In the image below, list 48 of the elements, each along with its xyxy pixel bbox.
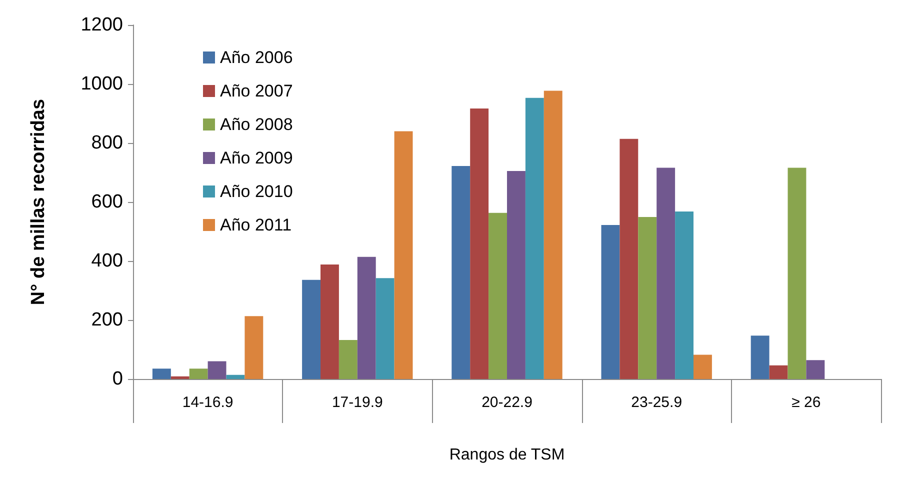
x-tick-label: 17-19.9: [332, 394, 383, 411]
bar: [470, 108, 489, 379]
x-tick-label: ≥ 26: [792, 394, 821, 411]
bar: [806, 360, 825, 379]
legend-label: Año 2010: [220, 182, 293, 201]
bar: [208, 361, 226, 379]
bar: [302, 280, 320, 379]
y-tick-label: 800: [91, 132, 123, 154]
y-tick-label: 600: [91, 192, 123, 212]
y-tick-label: 400: [91, 250, 123, 272]
bar: [769, 365, 788, 379]
bar: [226, 374, 245, 379]
legend-label: Año 2009: [220, 148, 293, 168]
legend-label: Año 2008: [220, 115, 293, 134]
bar: [488, 212, 507, 379]
y-tick-label: 1000: [80, 74, 123, 94]
bar: [189, 368, 208, 379]
bar: [694, 354, 712, 379]
x-tick-label: 14-16.9: [182, 394, 234, 411]
bar: [788, 168, 806, 379]
bar: [601, 225, 620, 379]
bar: [452, 166, 470, 379]
bar: [656, 168, 676, 379]
x-axis-title: Rangos de TSM: [449, 446, 565, 464]
x-tick-label: 20-22.9: [482, 394, 532, 411]
bar: [525, 98, 544, 379]
bar: [620, 138, 638, 379]
bar: [152, 368, 171, 379]
legend-label: Año 2007: [220, 82, 293, 100]
bar: [244, 316, 264, 379]
bar: [170, 376, 190, 379]
bar: [394, 131, 413, 379]
bar: [507, 171, 526, 379]
bar: [357, 256, 376, 379]
bar: [750, 336, 770, 379]
y-tick-label: 200: [91, 310, 123, 330]
bar: [544, 90, 562, 379]
legend-label: Año 2011: [220, 216, 292, 234]
bar: [638, 217, 657, 379]
x-tick-label: 23-25.9: [631, 394, 682, 411]
bar: [675, 211, 694, 379]
y-tick-label: 1200: [80, 14, 123, 36]
bar: [376, 278, 394, 379]
bar: [320, 264, 339, 379]
y-axis-title: N° de millas recorridas: [28, 98, 49, 306]
y-tick-label: 0: [112, 368, 123, 390]
bar: [338, 340, 358, 379]
legend-label: Año 2006: [220, 48, 293, 67]
